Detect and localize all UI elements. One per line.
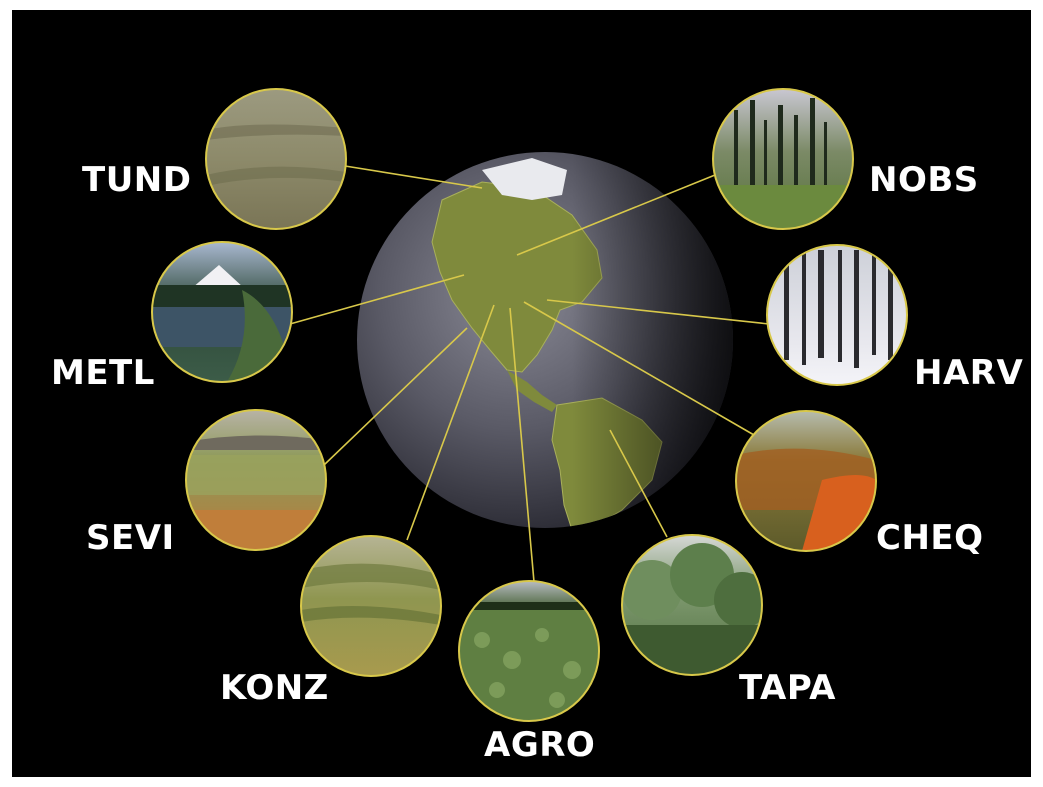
site-photo-sevi <box>185 409 327 551</box>
site-photo-metl <box>151 241 293 383</box>
label-agro: AGRO <box>484 725 596 765</box>
globe <box>357 152 733 528</box>
label-nobs: NOBS <box>869 160 979 200</box>
connector-sevi <box>323 327 468 466</box>
greenland-ice <box>482 158 567 200</box>
connector-tapa <box>609 429 668 538</box>
connector-cheq <box>523 301 755 436</box>
north-america <box>431 181 603 373</box>
connector-metl <box>289 274 465 325</box>
label-tund: TUND <box>82 160 192 200</box>
label-sevi: SEVI <box>86 518 175 558</box>
connector-harv <box>546 299 770 325</box>
site-photo-konz <box>300 535 442 677</box>
connector-nobs <box>516 174 716 256</box>
central-america <box>507 370 557 412</box>
label-konz: KONZ <box>220 668 329 708</box>
site-photo-tapa <box>621 534 763 676</box>
connector-agro <box>509 307 535 583</box>
site-photo-agro <box>458 580 600 722</box>
site-photo-tund <box>205 88 347 230</box>
site-photo-harv <box>766 244 908 386</box>
label-tapa: TAPA <box>739 668 836 708</box>
connector-tund <box>344 165 483 189</box>
label-cheq: CHEQ <box>876 518 984 558</box>
site-photo-nobs <box>712 88 854 230</box>
globe-site-diagram <box>151 88 908 722</box>
connector-lines <box>289 165 770 583</box>
diagram-stage: TUND NOBS METL HARV SEVI CHEQ KONZ TAPA … <box>12 10 1031 777</box>
connector-konz <box>406 304 495 541</box>
site-photo-cheq <box>735 410 877 552</box>
label-metl: METL <box>51 353 155 393</box>
label-harv: HARV <box>914 353 1024 393</box>
